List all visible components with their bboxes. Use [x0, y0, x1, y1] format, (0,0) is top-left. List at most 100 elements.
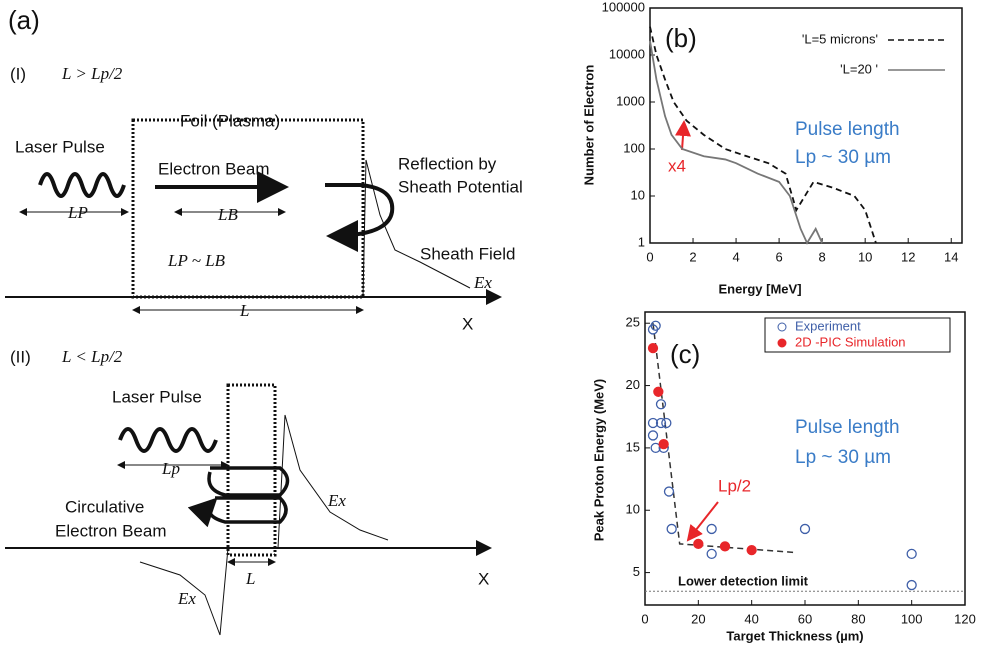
foil-label: Foil (Plasma) — [180, 111, 280, 130]
trend-guide — [652, 323, 798, 554]
data-point — [658, 439, 669, 450]
beam-label: Circulative — [65, 497, 144, 516]
y-tick-label: 15 — [626, 439, 640, 454]
laser-label: Laser Pulse — [112, 387, 202, 406]
legend-label: 'L=5 microns' — [802, 31, 878, 46]
x-tick-label: 14 — [944, 249, 958, 264]
y-tick-label: 10 — [631, 187, 645, 202]
data-point — [693, 538, 704, 550]
x-tick-label: 40 — [744, 611, 758, 626]
x-axis-label: Target Thickness (µm) — [726, 628, 863, 643]
sheath-label: Sheath Field — [420, 244, 515, 263]
x-tick-label: 0 — [646, 249, 653, 264]
x-tick-label: 100 — [901, 611, 923, 626]
data-point — [906, 548, 917, 560]
data-point — [647, 430, 659, 441]
reflection-label: Reflection by — [398, 154, 497, 173]
case-label: (II) — [10, 347, 31, 366]
x-tick-label: 4 — [732, 249, 739, 264]
legend-label: 'L=20 ' — [840, 61, 878, 76]
thickness: L — [239, 301, 249, 320]
legend-label: 2D -PIC Simulation — [795, 334, 906, 349]
x-tick-label: 6 — [775, 249, 782, 264]
circulation-arrow — [209, 466, 290, 522]
data-point — [647, 417, 659, 429]
data-point — [799, 523, 811, 535]
legend-swatch — [777, 322, 787, 332]
x-axis-label: Energy [MeV] — [718, 281, 801, 296]
beam-label: Electron Beam — [158, 159, 270, 178]
y-tick-label: 100 — [623, 140, 645, 155]
foil — [226, 383, 277, 557]
data-point — [653, 386, 664, 397]
legend-label: Experiment — [795, 318, 861, 333]
data-point — [655, 399, 667, 410]
series-line — [649, 40, 823, 245]
beam-length: LB — [217, 205, 238, 224]
x-tick-label: 120 — [954, 611, 976, 626]
field-curve — [277, 414, 389, 549]
data-point — [906, 579, 917, 591]
axis-label: X — [478, 569, 489, 588]
field-label: Ex — [327, 491, 346, 510]
annotation: Pulse length — [795, 417, 900, 438]
y-tick-label: 25 — [626, 315, 640, 330]
reflection-label: Sheath Potential — [398, 177, 523, 196]
x-tick-label: 2 — [689, 249, 696, 264]
panel-label: (b) — [665, 23, 697, 53]
foil — [131, 118, 365, 299]
x-tick-label: 20 — [691, 611, 705, 626]
y-tick-label: 100000 — [602, 0, 645, 14]
annotation-arrow — [675, 120, 691, 151]
laser-label: Laser Pulse — [15, 137, 105, 156]
y-tick-label: 20 — [626, 377, 640, 392]
condition: L > Lp/2 — [61, 64, 123, 83]
relation: LP ~ LB — [167, 251, 226, 270]
x-tick-label: 12 — [901, 249, 915, 264]
thickness: L — [245, 569, 255, 588]
laser-wave — [118, 427, 218, 453]
data-point — [661, 417, 672, 429]
data-point — [663, 486, 675, 497]
data-point — [647, 343, 659, 354]
annotation: Lp/2 — [718, 476, 751, 495]
data-point — [706, 548, 717, 560]
annotation-arrow — [686, 501, 719, 542]
x-tick-label: 0 — [641, 611, 648, 626]
x-tick-label: 10 — [858, 249, 872, 264]
field-curve — [139, 547, 229, 636]
panel-label: (c) — [670, 339, 700, 369]
x-tick-label: 80 — [851, 611, 865, 626]
annotation: Pulse length — [795, 119, 900, 140]
series-line — [649, 26, 877, 244]
case-label: (I) — [10, 64, 26, 83]
data-point — [655, 417, 667, 429]
y-tick-label: 1 — [638, 234, 645, 249]
legend-swatch — [777, 338, 787, 348]
sheath-curve — [362, 159, 471, 298]
annotation: Lower detection limit — [678, 573, 809, 588]
data-point — [746, 544, 757, 556]
x-tick-label: 60 — [798, 611, 812, 626]
axis-label: X — [462, 314, 473, 333]
annotation: Lp ~ 30 µm — [795, 147, 891, 168]
condition: L < Lp/2 — [61, 347, 123, 366]
panel-label: (a) — [8, 5, 40, 35]
y-axis-label: Number of Electron — [581, 65, 596, 186]
data-point — [650, 320, 661, 331]
data-point — [666, 523, 677, 535]
legend-box — [764, 317, 951, 353]
panel-a: (a) (I) L > Lp/2 Foil (Plasma) Laser Pul… — [5, 5, 523, 636]
pulse-length: LP — [67, 203, 88, 222]
y-axis-label: Peak Proton Energy (MeV) — [591, 379, 606, 542]
beam-label: Electron Beam — [55, 521, 167, 540]
annotation: Lp ~ 30 µm — [795, 447, 891, 468]
y-tick-label: 10000 — [609, 46, 645, 61]
data-point — [719, 541, 731, 552]
data-point — [706, 523, 717, 535]
laser-wave — [38, 172, 126, 198]
x-tick-label: 8 — [819, 249, 826, 264]
y-tick-label: 10 — [626, 502, 640, 517]
field-label: Ex — [473, 273, 492, 292]
